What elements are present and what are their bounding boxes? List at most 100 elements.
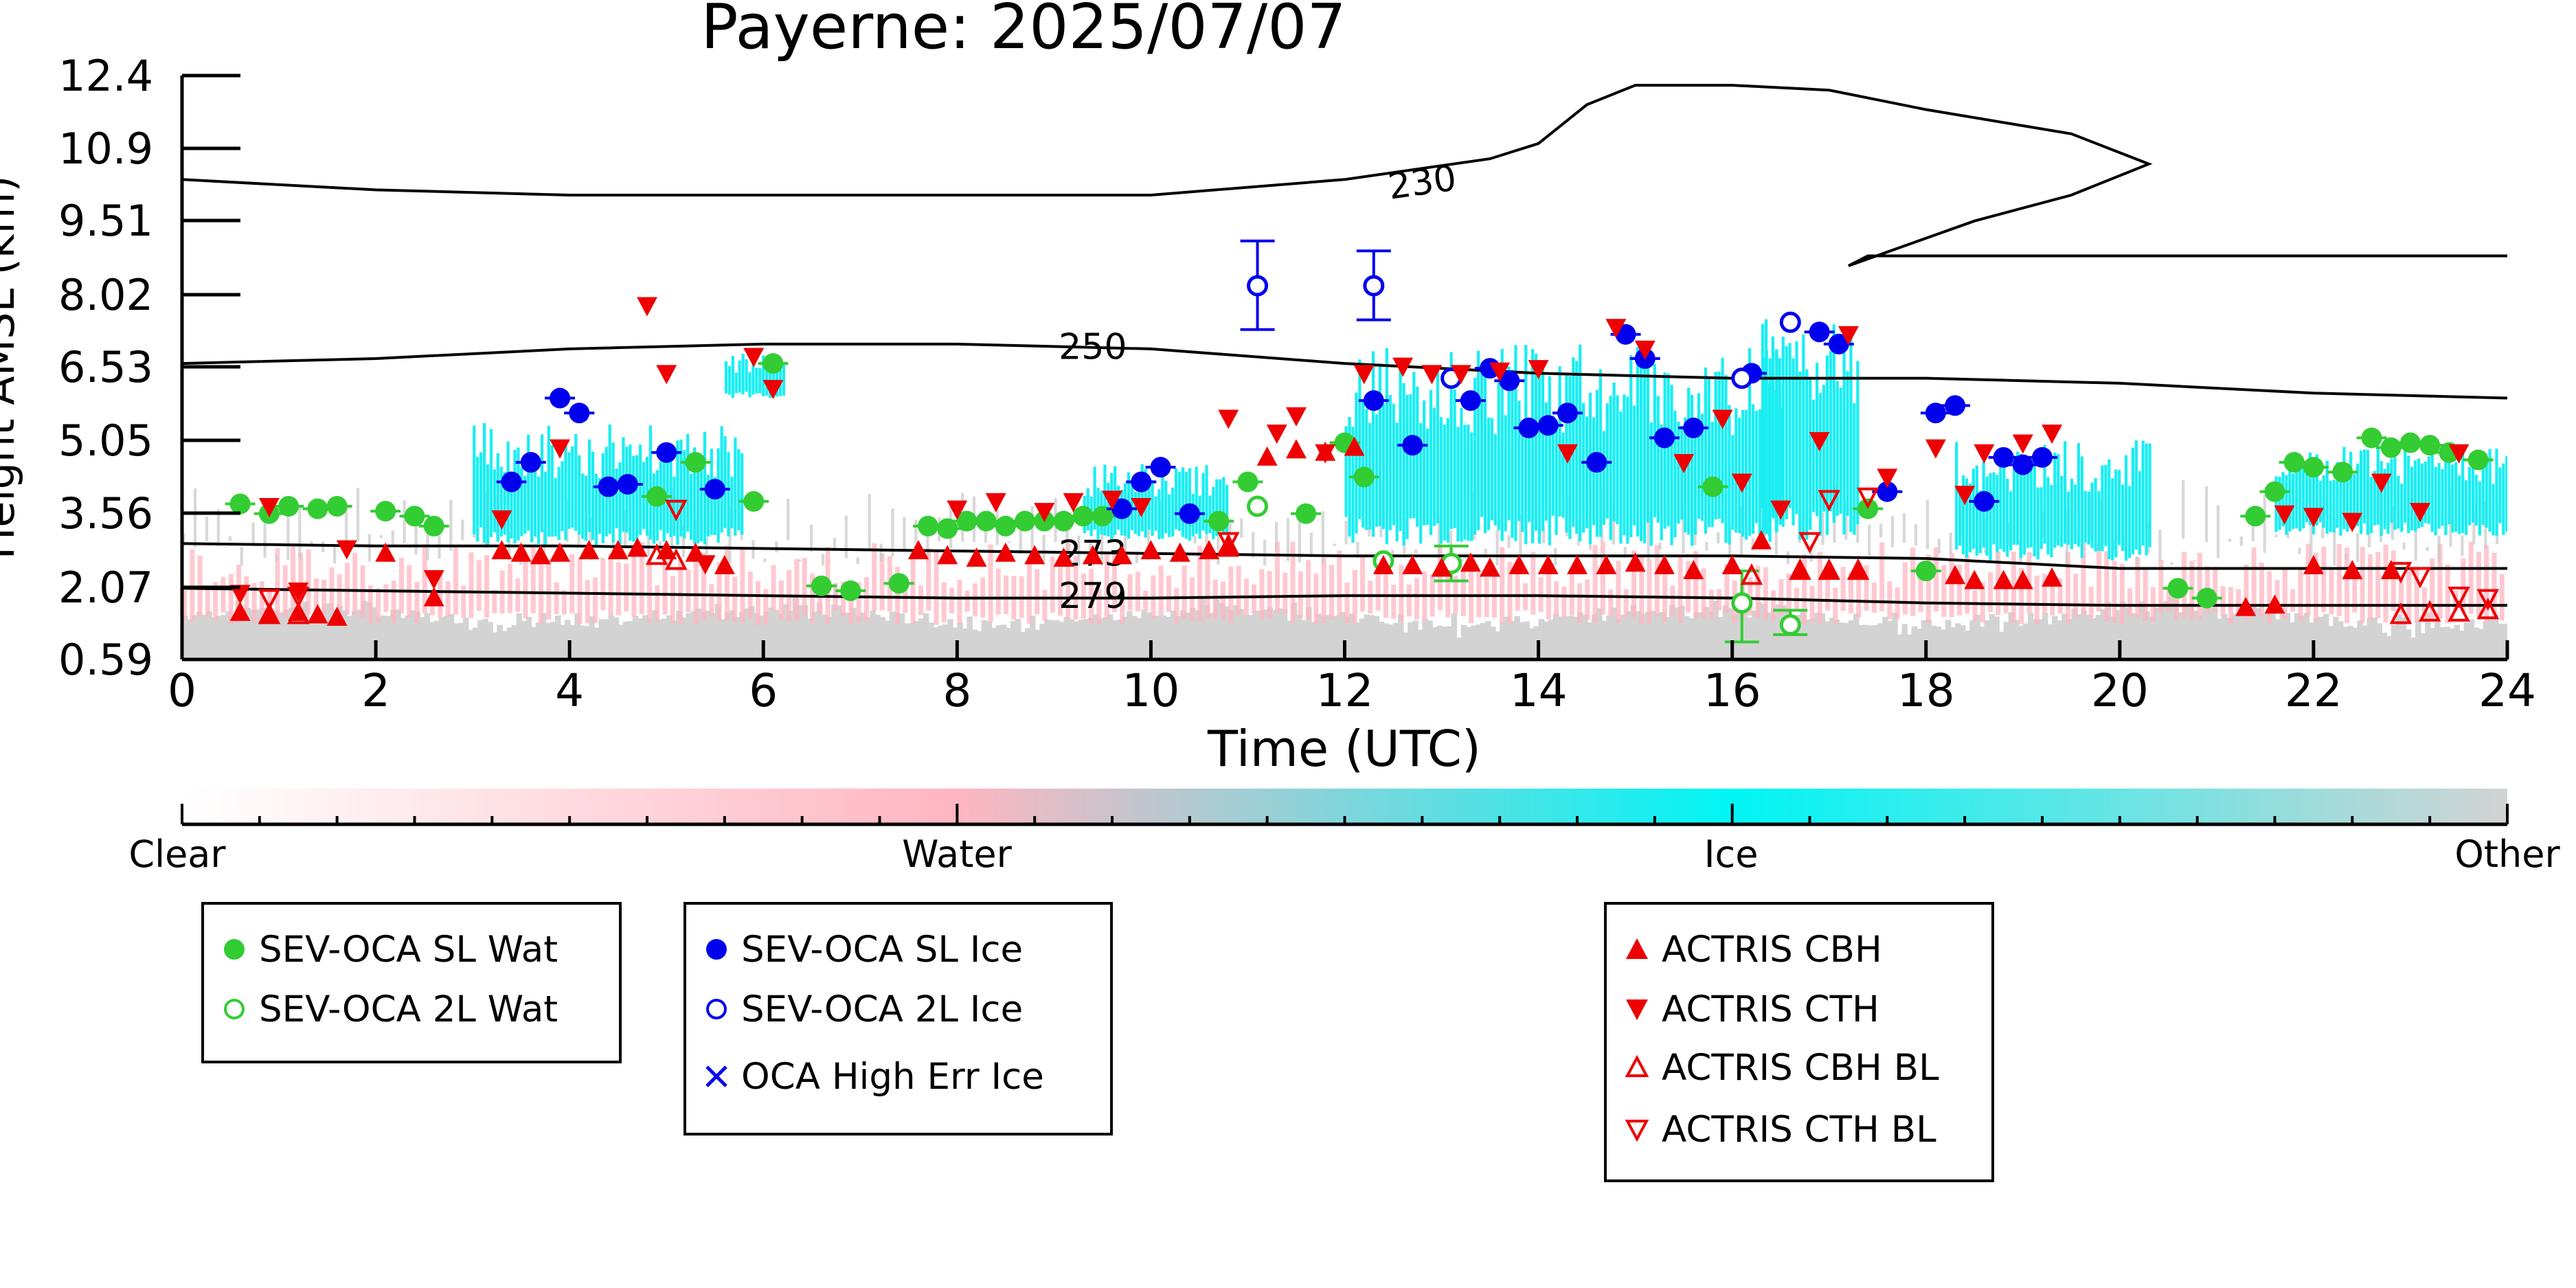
- ice-streak: [2318, 480, 2322, 523]
- water-column: [1647, 559, 1652, 624]
- other-speckle: [2298, 547, 2301, 554]
- other-column: [365, 602, 372, 659]
- water-column: [2073, 574, 2079, 617]
- water-column: [1360, 556, 1366, 612]
- ice-streak: [1456, 427, 1460, 542]
- other-column: [1519, 622, 1525, 659]
- ice-streak: [1575, 361, 1579, 534]
- ice-streak: [2349, 451, 2353, 529]
- other-column: [230, 620, 236, 659]
- water-column: [941, 582, 947, 622]
- other-column: [1054, 620, 1060, 659]
- legend-item: SEV-OCA SL Ice: [700, 929, 1023, 971]
- water-column: [1871, 583, 1877, 613]
- actris-cth-point: [1266, 425, 1287, 444]
- other-speckle: [1937, 539, 1941, 554]
- other-column: [594, 627, 600, 659]
- other-speckle: [2216, 505, 2220, 558]
- ice-streak: [486, 464, 490, 546]
- sev-oca-2l-ice-point: [1731, 368, 1753, 389]
- ice-streak: [1965, 478, 1969, 558]
- other-speckle: [1344, 521, 1348, 545]
- other-column: [1102, 617, 1109, 659]
- water-column: [2476, 552, 2481, 618]
- actris-cth-point: [2410, 503, 2431, 523]
- other-speckle: [1705, 542, 1708, 551]
- ice-streak: [536, 476, 541, 544]
- sev-oca-sl-ice-point: [1150, 457, 1171, 478]
- other-column: [1504, 616, 1511, 659]
- ice-streak: [1822, 385, 1826, 512]
- ice-streak: [2322, 475, 2325, 528]
- water-column: [1058, 557, 1063, 616]
- other-column: [269, 609, 275, 659]
- other-column: [535, 622, 542, 659]
- other-column: [1606, 615, 1612, 659]
- x-tick-label: 0: [168, 664, 196, 717]
- other-column: [201, 615, 207, 659]
- other-column: [2342, 626, 2349, 659]
- other-speckle: [1007, 541, 1010, 543]
- other-column: [1693, 612, 1699, 659]
- water-column: [2112, 561, 2117, 623]
- ice-streak: [496, 453, 499, 542]
- ice-streak: [1680, 426, 1684, 520]
- ice-streak: [1423, 400, 1426, 526]
- other-column: [2047, 624, 2053, 659]
- sev-oca-sl-wat-point: [2467, 449, 2489, 471]
- water-column: [337, 574, 342, 611]
- other-column: [206, 611, 212, 659]
- other-column: [2473, 627, 2480, 659]
- other-speckle: [240, 547, 243, 566]
- other-column: [938, 625, 944, 659]
- y-tick-label: 12.4: [58, 51, 153, 101]
- sev-oca-sl-wat-point: [307, 498, 328, 519]
- sev-oca-sl-ice-point: [1945, 395, 1966, 416]
- water-column: [1809, 585, 1815, 622]
- other-column: [1838, 622, 1845, 659]
- other-column: [846, 612, 852, 659]
- other-column: [1349, 613, 1356, 659]
- actris-cth-point: [1838, 326, 1859, 346]
- water-column: [2220, 586, 2226, 617]
- other-column: [719, 619, 726, 659]
- ice-streak: [2009, 491, 2013, 551]
- ice-streak: [2434, 466, 2437, 536]
- water-column: [1399, 565, 1404, 621]
- ice-streak: [1371, 351, 1375, 537]
- water-column: [2345, 547, 2350, 623]
- ice-streak: [2451, 464, 2454, 533]
- other-column: [928, 622, 934, 659]
- legend-label: SEV-OCA 2L Wat: [259, 988, 558, 1030]
- water-column: [530, 545, 536, 614]
- other-column: [1960, 625, 1966, 659]
- ice-streak: [676, 440, 679, 545]
- other-column: [1010, 620, 1017, 659]
- ice-streak: [1443, 424, 1446, 541]
- ice-streak: [1835, 381, 1839, 516]
- ice-streak: [1609, 396, 1612, 541]
- ice-streak: [1751, 404, 1755, 534]
- actris-cbh-point: [1818, 560, 1840, 580]
- other-column: [289, 607, 295, 659]
- water-column: [1708, 589, 1714, 620]
- ice-streak: [561, 461, 564, 532]
- ice-streak: [2400, 484, 2404, 532]
- other-column: [802, 605, 809, 659]
- other-column: [1136, 618, 1142, 659]
- ice-streak: [1856, 361, 1860, 525]
- ice-streak: [2353, 473, 2356, 528]
- other-speckle: [2158, 529, 2162, 561]
- other-column: [1868, 625, 1874, 659]
- other-speckle: [809, 524, 813, 552]
- other-speckle: [2333, 518, 2336, 566]
- actris-cbh-point: [2042, 567, 2063, 587]
- other-column: [1020, 631, 1026, 659]
- water-column: [2050, 571, 2055, 616]
- other-column: [2071, 608, 2077, 659]
- water-column: [957, 579, 962, 624]
- water-column: [2135, 557, 2140, 618]
- y-tick-label: 0.59: [58, 635, 153, 685]
- ice-streak: [2097, 490, 2101, 551]
- actris-cbh-point: [1402, 554, 1423, 574]
